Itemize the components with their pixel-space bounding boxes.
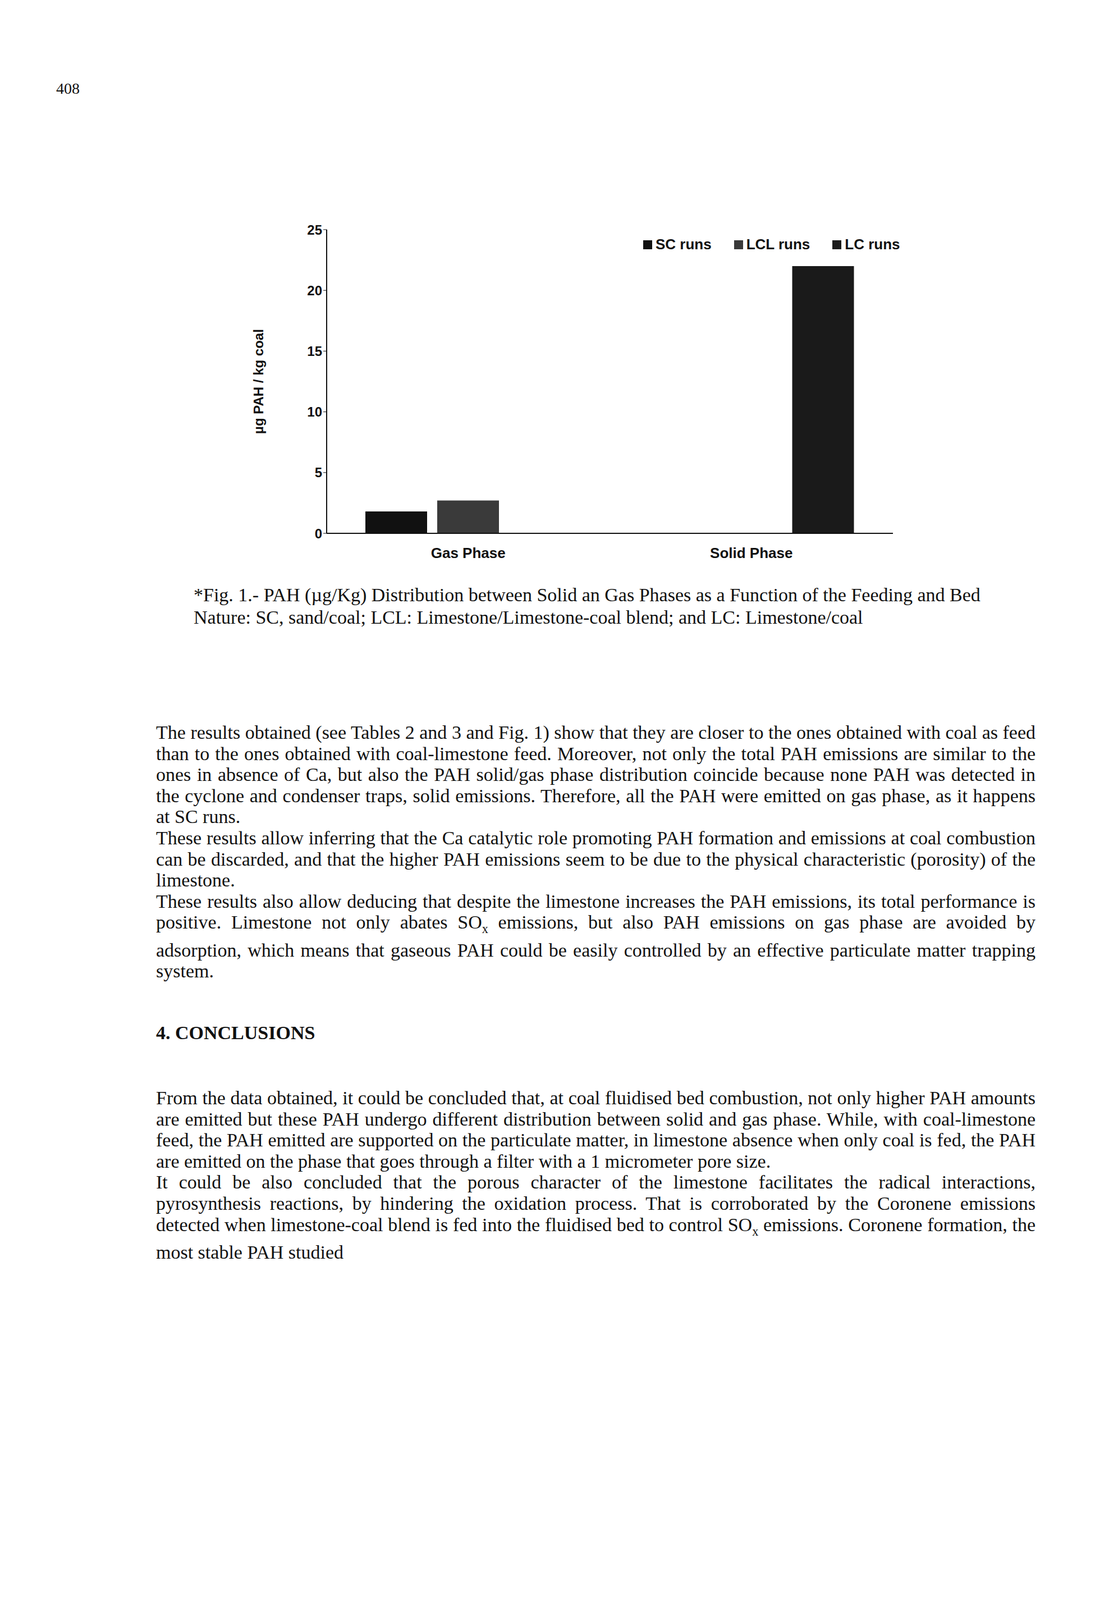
svg-text:5: 5 [314, 464, 323, 480]
html-text:408: 408 [56, 79, 80, 98]
html-text:SC runs: SC runs [655, 235, 712, 253]
svg-text:0: 0 [314, 525, 323, 542]
svg-text:µg PAH / kg coal: µg PAH / kg coal [250, 328, 267, 434]
svg-text:20: 20 [307, 282, 323, 299]
html-text:From the data obtained, it cou: From the data obtained, it could be conc… [156, 1087, 1036, 1172]
svg-text:15: 15 [307, 343, 323, 359]
html-text:These results also allow deduc: These results also allow deducing that d… [156, 890, 1036, 982]
html-text:It could be also concluded tha: It could be also concluded that the poro… [156, 1171, 1036, 1263]
html-text:LC runs: LC runs [844, 235, 901, 253]
svg-text:10: 10 [307, 404, 323, 420]
svg-text:Solid Phase: Solid Phase [709, 544, 793, 562]
svg-text:25: 25 [307, 222, 323, 238]
html-text:4. CONCLUSIONS: 4. CONCLUSIONS [156, 1022, 316, 1043]
html-text:*Fig. 1.- PAH (µg/Kg) Distribu: *Fig. 1.- PAH (µg/Kg) Distribution betwe… [193, 584, 981, 628]
html-text:These results allow inferring: These results allow inferring that the C… [156, 827, 1036, 891]
html-text:LCL runs: LCL runs [746, 235, 811, 253]
svg-text:Gas Phase: Gas Phase [431, 544, 506, 562]
html-text:The results obtained (see Tabl: The results obtained (see Tables 2 and 3… [156, 721, 1036, 827]
